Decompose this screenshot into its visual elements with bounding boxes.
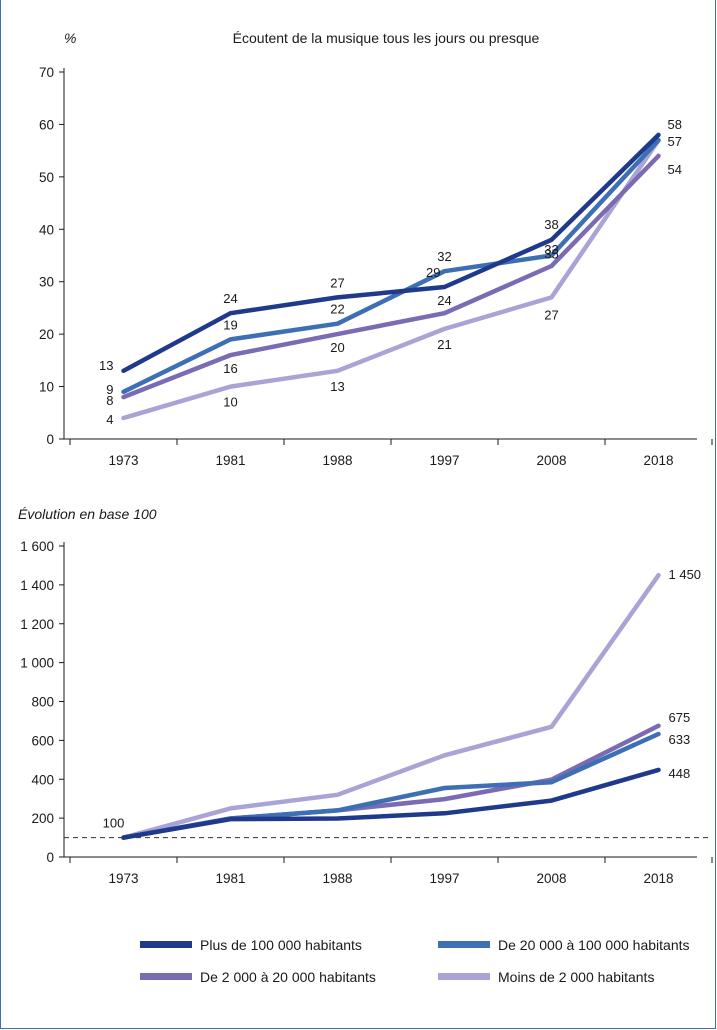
- bottom-chart-y-tick-label: 800: [31, 695, 54, 710]
- bottom-chart-end-label: 1 450: [669, 567, 702, 582]
- top-chart-series-line-1: [121, 132, 661, 374]
- bottom-chart-y-tick-label: 200: [31, 811, 54, 826]
- bottom-chart-y-tick-label: 400: [31, 772, 54, 787]
- legend-swatch-2: [438, 941, 490, 948]
- legend-label-3: De 2 000 à 20 000 habitants: [200, 969, 376, 985]
- bottom-chart-series-line-4: [121, 572, 661, 840]
- legend-label-1: Plus de 100 000 habitants: [200, 937, 362, 953]
- bottom-chart-series: [121, 572, 661, 840]
- top-chart-title: Écoutent de la musique tous les jours ou…: [233, 30, 540, 46]
- bottom-chart-end-label: 675: [669, 710, 691, 725]
- top-chart-data-label: 13: [330, 379, 344, 394]
- top-chart-series-line-3: [121, 153, 661, 400]
- top-chart-y-tick-label: 0: [46, 432, 54, 447]
- legend: Plus de 100 000 habitants De 20 000 à 100…: [140, 937, 690, 985]
- bottom-chart-x-tick-label: 1988: [322, 871, 352, 886]
- top-chart-data-label: 13: [99, 358, 113, 373]
- top-chart-x-tick-label: 2008: [536, 453, 566, 468]
- top-chart-data-label: 24: [223, 291, 237, 306]
- bottom-chart-y-tick-label: 1 200: [20, 617, 54, 632]
- top-chart-data-label: 19: [223, 317, 237, 332]
- bottom-chart-y-tick-label: 1 400: [20, 578, 54, 593]
- top-chart-data-label: 35: [544, 247, 558, 262]
- top-chart-series-line-2: [121, 137, 661, 395]
- bottom-chart-y-tick-label: 600: [31, 733, 54, 748]
- bottom-chart-x-tick-label: 2018: [643, 871, 673, 886]
- legend-label-2: De 20 000 à 100 000 habitants: [498, 937, 690, 953]
- top-chart-data-label: 29: [426, 265, 440, 280]
- top-chart-data-label: 24: [437, 293, 451, 308]
- top-chart-y-tick-label: 10: [39, 380, 54, 395]
- bottom-chart-end-label: 633: [669, 732, 691, 747]
- top-chart-data-label: 38: [544, 217, 558, 232]
- top-chart-data-label: 16: [223, 361, 237, 376]
- legend-swatch-3: [140, 973, 192, 980]
- top-chart-series: [121, 132, 661, 421]
- bottom-chart-x-tick-label: 1973: [108, 871, 138, 886]
- bottom-chart-y-tick-label: 0: [46, 850, 54, 865]
- legend-label-4: Moins de 2 000 habitants: [498, 969, 654, 985]
- bottom-chart-y-tick-label: 1 600: [20, 539, 54, 554]
- bottom-chart-base-label: 100: [103, 816, 125, 831]
- top-chart-x-tick-label: 1981: [215, 453, 245, 468]
- bottom-chart-end-label: 448: [669, 766, 691, 781]
- top-chart-x-tick-label: 1973: [108, 453, 138, 468]
- top-chart-data-labels: 13 24 27 29 38 58 9 19 22 32 35 57 8 16 20 24 33 54 4 10 13 2…: [99, 117, 682, 427]
- top-chart-data-label: 32: [437, 249, 451, 264]
- bottom-chart-x-tick-label: 1997: [429, 871, 459, 886]
- top-chart-y-tick-label: 60: [39, 117, 54, 132]
- top-chart-data-label: 10: [223, 395, 237, 410]
- top-chart-data-label: 27: [544, 307, 558, 322]
- top-chart-data-label: 21: [437, 337, 451, 352]
- bottom-chart-axes: 0 200 400 600 800 1 000 1 200 1 400 1 600 1973 198…: [20, 539, 713, 886]
- top-chart-y-tick-label: 30: [39, 275, 54, 290]
- top-chart-data-label: 33: [544, 242, 558, 257]
- top-chart-data-label: 9: [106, 382, 113, 397]
- top-chart-y-tick-label: 50: [39, 170, 54, 185]
- top-chart-axes: 0 10 20 30 40 50 60 70 1973 1981 1988 1997 2008 2018: [39, 65, 713, 468]
- legend-swatch-1: [140, 941, 192, 948]
- bottom-chart-series-line-3: [121, 723, 661, 840]
- top-chart-x-tick-label: 2018: [643, 453, 673, 468]
- top-chart-data-label: 20: [330, 340, 344, 355]
- top-chart-y-tick-label: 70: [39, 65, 54, 80]
- bottom-chart-x-tick-label: 2008: [536, 871, 566, 886]
- top-chart-x-tick-label: 1988: [322, 453, 352, 468]
- top-chart-data-label: 8: [106, 393, 113, 408]
- top-chart-data-label: 27: [330, 275, 344, 290]
- top-chart-y-tick-label: 20: [39, 327, 54, 342]
- bottom-chart-y-tick-label: 1 000: [20, 656, 54, 671]
- bottom-chart-x-tick-label: 1981: [215, 871, 245, 886]
- top-chart-data-label: 57: [668, 134, 682, 149]
- bottom-chart-data-labels: 100 448 633 675 1 450: [103, 567, 701, 830]
- top-chart-data-label: 22: [330, 302, 344, 317]
- top-chart-y-unit: %: [64, 30, 76, 46]
- bottom-chart-series-line-1: [121, 767, 661, 840]
- legend-swatch-4: [438, 973, 490, 980]
- top-chart-data-label: 58: [668, 117, 682, 132]
- bottom-chart-y-title: Évolution en base 100: [18, 506, 157, 522]
- top-chart-data-label: 54: [668, 162, 682, 177]
- top-chart-series-line-4: [121, 137, 661, 421]
- top-chart-x-tick-label: 1997: [429, 453, 459, 468]
- top-chart-y-tick-label: 40: [39, 222, 54, 237]
- top-chart-data-label: 4: [106, 412, 113, 427]
